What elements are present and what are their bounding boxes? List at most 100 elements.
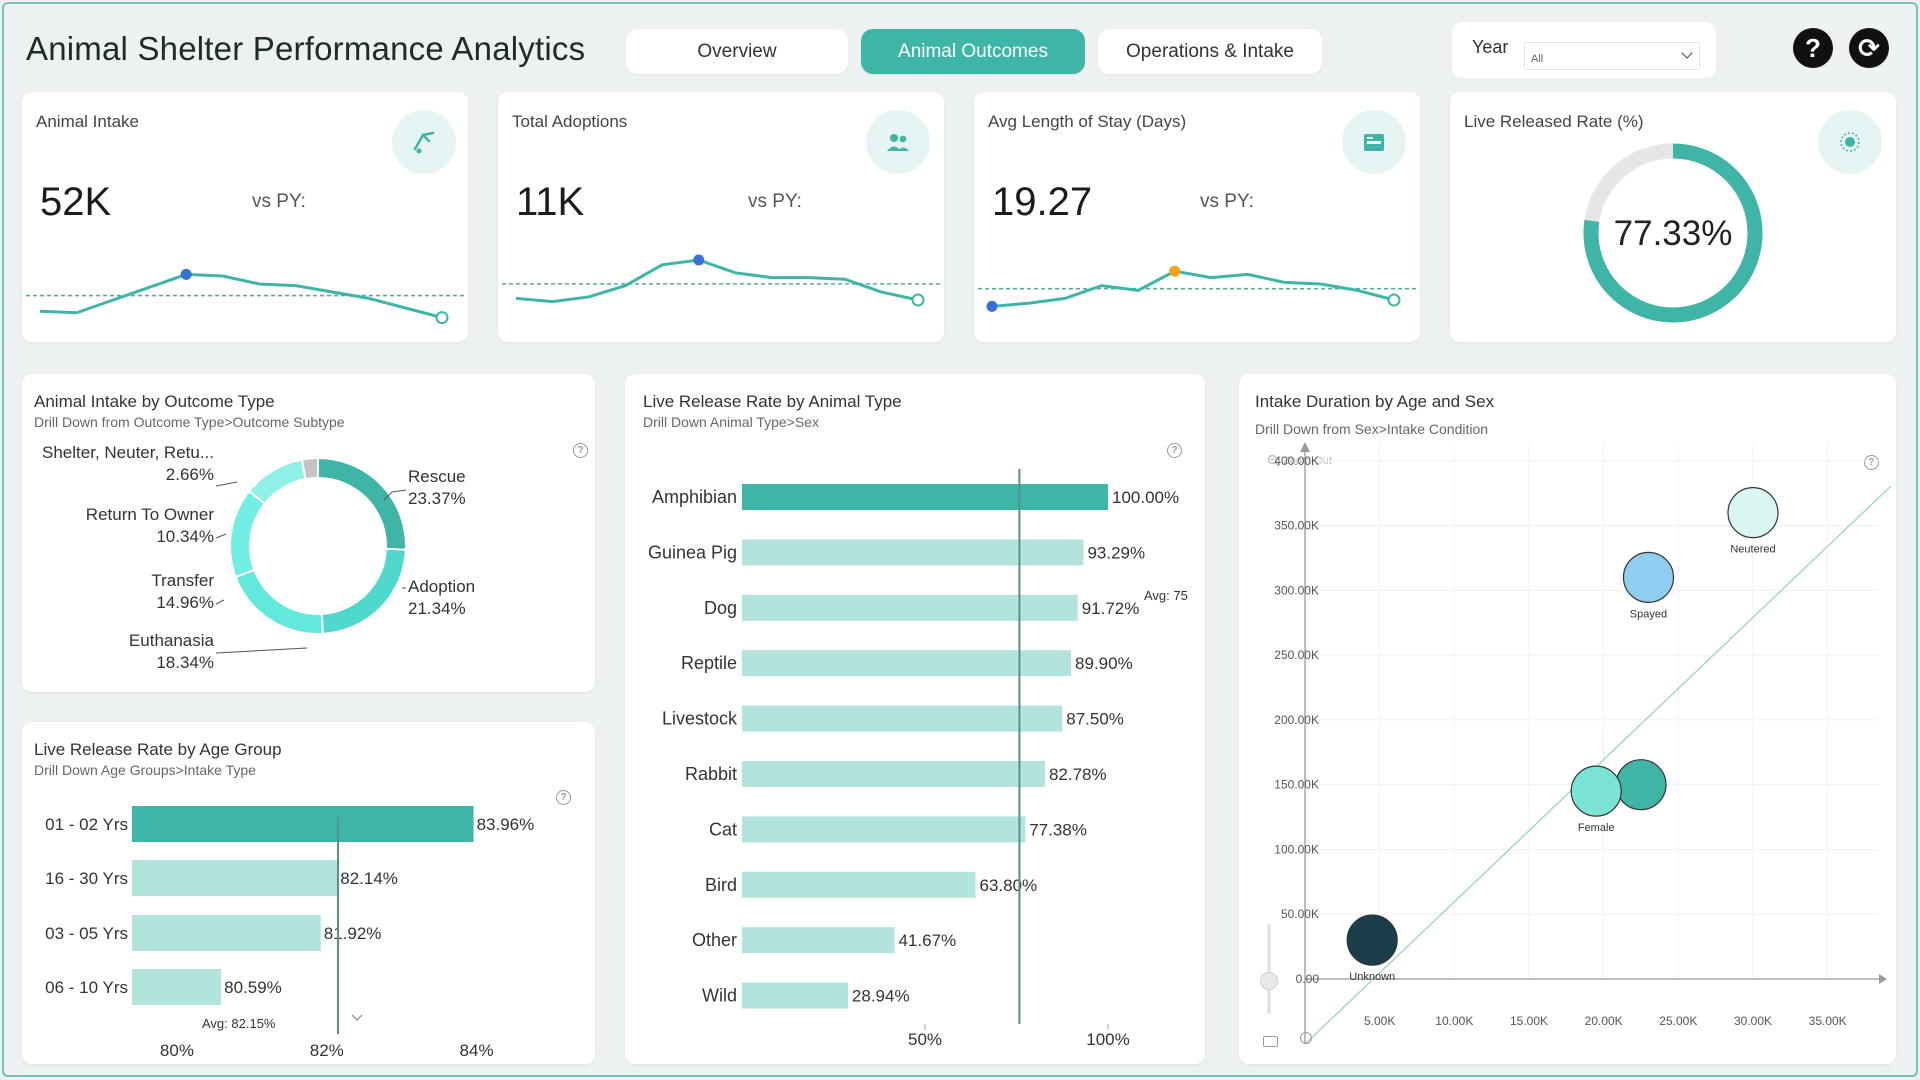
animal-value-label: 100.00% <box>1112 488 1179 507</box>
pin-icon[interactable] <box>1300 1032 1312 1044</box>
donut-label-name: Transfer <box>151 571 214 590</box>
help-icon[interactable]: ? <box>556 790 571 805</box>
help-icon[interactable]: ? <box>1864 455 1879 470</box>
gauge-value: 77.33% <box>1614 214 1733 253</box>
help-icon[interactable]: ? <box>1167 443 1182 458</box>
donut-label-percent: 14.96% <box>156 593 214 612</box>
refresh-button[interactable]: ⟳ <box>1849 28 1889 68</box>
animal-value-label: 93.29% <box>1087 543 1145 562</box>
outcome-type-card: Animal Intake by Outcome Type Drill Down… <box>22 374 595 692</box>
kpi-value: 19.27 <box>992 180 1093 224</box>
donut-label-percent: 2.66% <box>166 465 214 484</box>
donut-label-percent: 21.34% <box>408 599 466 618</box>
zoom-slider-handle[interactable] <box>1260 972 1278 990</box>
animal-bar <box>742 705 1063 732</box>
kpi-title: Avg Length of Stay (Days) <box>988 112 1187 131</box>
age-value-label: 81.92% <box>324 924 382 943</box>
zoom-slider-track[interactable] <box>1267 924 1271 1014</box>
page-title: Animal Shelter Performance Analytics <box>26 30 586 67</box>
age-category-label: 03 - 05 Yrs <box>45 924 128 943</box>
donut-label-percent: 18.34% <box>156 653 214 672</box>
donut-slice <box>247 458 307 506</box>
year-filter: Year All <box>1452 22 1716 78</box>
refresh-icon: ⟳ <box>1858 32 1880 63</box>
age-category-label: 01 - 02 Yrs <box>45 815 128 834</box>
scatter-x-tick: 5.00K <box>1364 1014 1395 1028</box>
age-average-label: Avg: 82.15% <box>202 1016 276 1031</box>
target-icon <box>1818 110 1882 174</box>
kpi-vs-py: vs PY: <box>1200 191 1254 212</box>
donut-label-percent: 23.37% <box>408 489 466 508</box>
age-bar <box>132 969 222 1005</box>
donut-slice <box>229 489 267 579</box>
animal-bar <box>742 927 895 954</box>
focus-mode-icon[interactable] <box>1263 1036 1278 1047</box>
animal-type-bar-chart: Amphibian 100.00% Guinea Pig 93.29% Dog 91.72… <box>648 469 1188 1049</box>
chart-subtitle: Drill Down from Sex>Intake Condition <box>1255 421 1489 437</box>
chart-subtitle: Drill Down Age Groups>Intake Type <box>34 762 256 778</box>
kpi-title: Animal Intake <box>36 112 139 131</box>
sparkline-end-point <box>1387 293 1401 307</box>
sparkline-highlight-point <box>1169 265 1181 277</box>
scatter-x-tick: 25.00K <box>1659 1014 1697 1028</box>
help-icon: ? <box>1805 32 1821 63</box>
scatter-bubble-label: Spayed <box>1630 608 1667 620</box>
paw-icon <box>392 110 456 174</box>
donut-leader-line <box>215 533 227 539</box>
animal-bar <box>742 816 1026 843</box>
sparkline-end-point <box>911 293 925 307</box>
tab-operations-intake[interactable]: Operations & Intake <box>1098 29 1322 74</box>
help-button[interactable]: ? <box>1793 28 1833 68</box>
kpi-vs-py: vs PY: <box>252 191 306 212</box>
year-select[interactable]: All <box>1524 42 1700 70</box>
age-bar <box>132 806 474 842</box>
chart-title: Animal Intake by Outcome Type <box>34 392 275 411</box>
animal-value-label: 89.90% <box>1075 654 1133 673</box>
sparkline-chart <box>502 254 940 307</box>
help-icon[interactable]: ? <box>573 443 588 458</box>
animal-bar <box>742 539 1084 566</box>
scatter-y-tick: 250.00K <box>1274 648 1319 662</box>
scatter-bubble-label: Unknown <box>1349 971 1395 983</box>
donut-slice <box>300 456 319 481</box>
scatter-y-tick: 100.00K <box>1274 842 1319 856</box>
age-category-label: 16 - 30 Yrs <box>45 869 128 888</box>
kpi-card-adoptions: Total Adoptions 11K vs PY: <box>498 92 944 342</box>
animal-value-label: 82.78% <box>1049 765 1107 784</box>
age-group-card: Live Release Rate by Age Group Drill Dow… <box>22 722 595 1064</box>
donut-slice <box>317 456 407 551</box>
age-value-label: 82.14% <box>340 869 398 888</box>
animal-axis-tick: 50% <box>908 1030 942 1049</box>
scatter-bubble <box>1615 759 1667 811</box>
scatter-y-tick: 350.00K <box>1274 519 1319 533</box>
scatter-y-axis-arrow <box>1300 442 1310 452</box>
intake-duration-card: Intake Duration by Age and Sex Drill Dow… <box>1239 374 1896 1064</box>
sparkline-line <box>515 258 919 304</box>
scatter-trend-line <box>1304 485 1892 1045</box>
animal-category-label: Guinea Pig <box>648 542 737 562</box>
scatter-y-tick: 0.00 <box>1296 972 1320 986</box>
donut-leader-line <box>215 599 225 605</box>
chart-title: Live Release Rate by Age Group <box>34 740 282 759</box>
kpi-vs-py: vs PY: <box>748 191 802 212</box>
donut-label-name: Euthanasia <box>129 631 215 650</box>
sparkline-line <box>39 272 443 320</box>
gauge-fill <box>1583 143 1763 323</box>
animal-category-label: Amphibian <box>652 487 737 507</box>
tab-overview[interactable]: Overview <box>626 29 848 74</box>
animal-bar <box>742 484 1108 510</box>
year-select-value: All <box>1531 53 1544 65</box>
magnifier-icon <box>1267 454 1280 467</box>
donut-label-percent: 10.34% <box>156 527 214 546</box>
scatter-y-tick: 300.00K <box>1274 583 1319 597</box>
tab-animal-outcomes[interactable]: Animal Outcomes <box>861 29 1085 74</box>
sparkline-chart <box>978 265 1416 312</box>
age-bar <box>132 860 338 896</box>
animal-value-label: 41.67% <box>899 931 957 950</box>
animal-category-label: Wild <box>702 986 737 1006</box>
donut-slice <box>320 547 407 635</box>
intake-duration-scatter-chart: 0.00 50.00K 100.00K 150.00K 200.00K 250.00K 30… <box>1274 442 1892 1045</box>
scatter-bubble <box>1727 487 1779 539</box>
scatter-y-tick: 50.00K <box>1281 907 1319 921</box>
sparkline-highlight-point <box>693 254 705 266</box>
